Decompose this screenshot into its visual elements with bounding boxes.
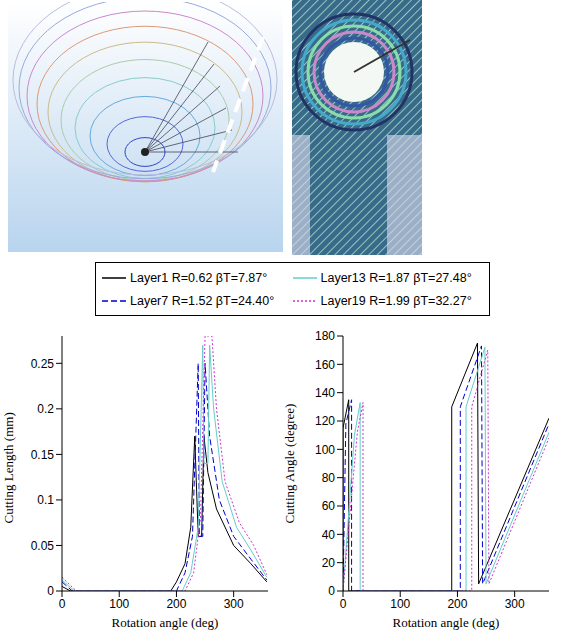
svg-text:Cutting Angle (degree): Cutting Angle (degree) (283, 404, 297, 524)
svg-text:Rotation angle (deg): Rotation angle (deg) (112, 615, 219, 630)
svg-text:0: 0 (340, 597, 347, 611)
html-text:Layer7 R=1.52 βT=24.40°: Layer7 R=1.52 βT=24.40° (130, 293, 275, 308)
svg-text:300: 300 (224, 597, 244, 611)
html-text:Layer13 R=1.87 βT=27.48°: Layer13 R=1.87 βT=27.48° (320, 270, 472, 285)
svg-text:120: 120 (315, 414, 335, 428)
svg-text:140: 140 (315, 386, 335, 400)
svg-text:180: 180 (315, 329, 335, 343)
svg-text:0.15: 0.15 (31, 448, 55, 462)
svg-text:0.1: 0.1 (37, 493, 54, 507)
svg-text:60: 60 (322, 499, 336, 513)
html-text:Layer19 R=1.99 βT=32.27°: Layer19 R=1.99 βT=32.27° (320, 293, 472, 308)
svg-text:0.05: 0.05 (31, 539, 55, 553)
svg-text:0: 0 (59, 597, 66, 611)
svg-text:100: 100 (390, 597, 410, 611)
svg-text:0.25: 0.25 (31, 357, 55, 371)
svg-text:20: 20 (322, 556, 336, 570)
svg-text:300: 300 (505, 597, 525, 611)
svg-text:200: 200 (166, 597, 186, 611)
svg-text:0: 0 (328, 584, 335, 598)
svg-text:40: 40 (322, 528, 336, 542)
svg-text:Rotation angle (deg): Rotation angle (deg) (393, 615, 500, 630)
svg-text:0.2: 0.2 (37, 402, 54, 416)
html-text:Layer1 R=0.62 βT=7.87°: Layer1 R=0.62 βT=7.87° (130, 270, 268, 285)
svg-text:0: 0 (47, 584, 54, 598)
svg-text:100: 100 (315, 443, 335, 457)
svg-text:100: 100 (109, 597, 129, 611)
svg-text:200: 200 (447, 597, 467, 611)
svg-text:80: 80 (322, 471, 336, 485)
svg-text:Cutting Length (mm): Cutting Length (mm) (2, 412, 16, 523)
svg-text:160: 160 (315, 358, 335, 372)
